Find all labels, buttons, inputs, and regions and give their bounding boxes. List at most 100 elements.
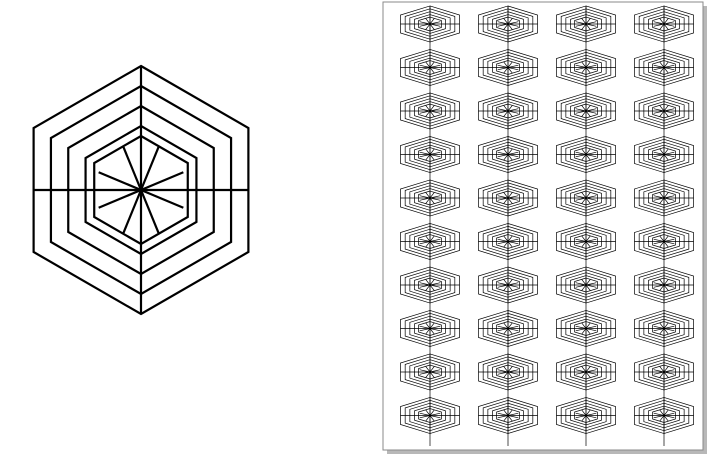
radial-spoke [507,61,513,68]
radial-spoke [585,241,597,245]
page-sheet [382,1,704,451]
radial-spoke [419,241,431,245]
radial-spoke [585,67,597,71]
radial-spoke [663,197,675,201]
radial-spoke [585,67,591,74]
radial-spoke [419,369,431,373]
radial-spoke [429,238,441,242]
radial-spoke [425,148,431,155]
radial-spoke [653,195,665,199]
radial-spoke [429,67,441,71]
radial-spoke [497,110,509,114]
radial-spoke [425,61,431,68]
radial-spoke [585,238,597,242]
radial-spoke [581,279,587,286]
radial-spoke [507,279,513,286]
radial-spoke [425,197,431,204]
radial-spoke [425,154,431,161]
radial-spoke [425,67,431,74]
radial-spoke [429,61,435,68]
radial-spoke [503,197,509,204]
radial-spoke [497,21,509,25]
radial-spoke [503,409,509,416]
radial-spoke [575,154,587,158]
radial-spoke [503,322,509,329]
radial-spoke [507,366,513,373]
radial-spoke [429,192,435,199]
radial-spoke [659,371,665,378]
radial-spoke [659,322,665,329]
radial-spoke [581,322,587,329]
radial-spoke [653,328,665,332]
radial-spoke [575,67,587,71]
radial-spoke [497,197,509,201]
radial-spoke [139,189,160,234]
radial-spoke [653,284,665,288]
radial-spoke [663,241,669,248]
radial-spoke [425,415,431,422]
radial-spoke [98,188,142,209]
radial-spoke [585,409,591,416]
radial-spoke [585,241,591,248]
radial-spoke [585,197,591,204]
radial-spoke [659,18,665,25]
radial-spoke [507,154,519,158]
radial-spoke [575,23,587,27]
radial-spoke [585,154,591,161]
radial-spoke [497,67,509,71]
radial-spoke [581,284,587,291]
radial-spoke [663,235,669,242]
radial-spoke [659,67,665,74]
radial-spoke [581,154,587,161]
radial-spoke [497,415,509,419]
radial-spoke [497,325,509,329]
radial-spoke [507,23,519,27]
radial-spoke [507,23,513,30]
radial-spoke [503,371,509,378]
radial-spoke [653,369,665,373]
radial-spoke [663,369,675,373]
radial-spoke [659,197,665,204]
radial-spoke [659,409,665,416]
main-motif-drawing [32,64,250,316]
radial-spoke [419,197,431,201]
radial-spoke [663,23,669,30]
radial-spoke [663,192,669,199]
radial-spoke [507,369,519,373]
radial-spoke [581,415,587,422]
radial-spoke [425,409,431,416]
radial-spoke [429,108,441,112]
radial-spoke [429,195,441,199]
radial-spoke [419,325,431,329]
radial-spoke [429,371,435,378]
radial-spoke [429,18,435,25]
radial-spoke [653,238,665,242]
radial-spoke [503,23,509,30]
radial-spoke [507,371,519,375]
radial-spoke [659,415,665,422]
radial-spoke [585,23,591,30]
radial-spoke [503,148,509,155]
radial-spoke [419,110,431,114]
radial-spoke [429,154,441,158]
radial-spoke [663,148,669,155]
radial-spoke [575,108,587,112]
radial-spoke [659,366,665,373]
radial-spoke [503,105,509,112]
radial-spoke [425,279,431,286]
radial-spoke [507,108,519,112]
radial-spoke [419,282,431,286]
radial-spoke [497,284,509,288]
radial-spoke [497,282,509,286]
radial-spoke [653,64,665,68]
radial-spoke [429,328,441,332]
radial-spoke [663,110,675,114]
radial-spoke [507,110,519,114]
radial-spoke [663,284,675,288]
radial-spoke [585,366,591,373]
radial-spoke [429,23,435,30]
radial-spoke [503,192,509,199]
radial-spoke [98,171,142,192]
radial-spoke [429,105,435,112]
radial-spoke [575,197,587,201]
